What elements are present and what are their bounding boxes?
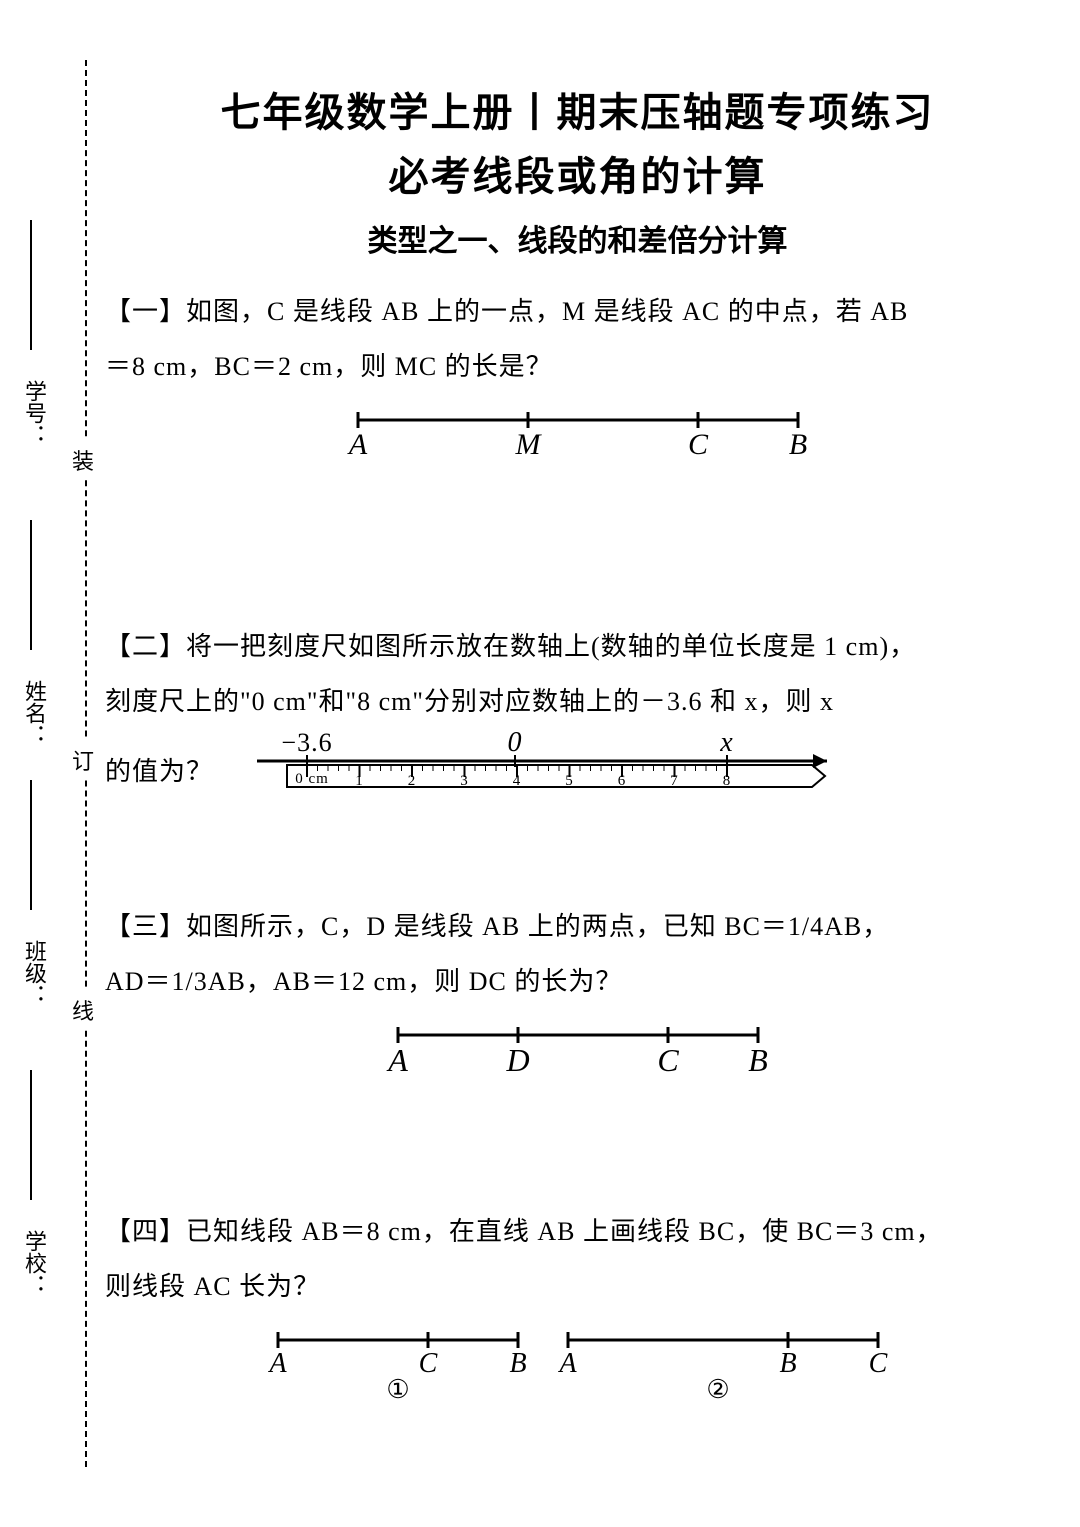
p1-label: 【一】 [105, 296, 186, 326]
title-sub: 必考线段或角的计算 [105, 144, 1050, 202]
figure-4: A C B ① A B C ② [105, 1324, 1050, 1409]
label-id: 学号： [18, 380, 50, 446]
title-main: 七年级数学上册丨期末压轴题专项练习 [105, 80, 1050, 138]
svg-text:x: x [719, 729, 733, 758]
p1-text2: ＝8 cm，BC＝2 cm，则 MC 的长是？ [105, 352, 553, 381]
underline-school [30, 1070, 32, 1200]
underline-class [30, 780, 32, 910]
p4-label: 【四】 [105, 1216, 186, 1246]
p2-text3: 的值为？ [105, 757, 213, 786]
label-name: 姓名： [18, 680, 50, 746]
binding-char-zhuang: 装 [72, 440, 94, 480]
problem-4: 【四】已知线段 AB＝8 cm，在直线 AB 上画线段 BC，使 BC＝3 cm… [105, 1204, 1050, 1314]
svg-text:8: 8 [722, 773, 731, 789]
svg-text:B: B [788, 428, 806, 461]
svg-text:B: B [779, 1348, 796, 1379]
svg-text:A: A [346, 428, 367, 461]
svg-text:M: M [514, 428, 542, 461]
p4-text2: 则线段 AC 长为？ [105, 1272, 320, 1301]
binding-char-xian: 线 [72, 990, 94, 1030]
p2-text1: 将一把刻度尺如图所示放在数轴上(数轴的单位长度是 1 cm)， [186, 632, 916, 661]
svg-text:−3.6: −3.6 [281, 729, 332, 757]
binding-margin: 学号： 姓名： 班级： 学校： 装 订 线 [10, 60, 105, 1467]
content-area: 七年级数学上册丨期末压轴题专项练习 必考线段或角的计算 类型之一、线段的和差倍分… [105, 80, 1050, 1409]
svg-text:6: 6 [617, 773, 626, 789]
figure-1: A M C B [105, 404, 1050, 469]
svg-text:0 cm: 0 cm [295, 771, 329, 787]
svg-text:7: 7 [670, 773, 679, 789]
underline-id [30, 220, 32, 350]
figure-3: A D C B [105, 1019, 1050, 1084]
problem-1: 【一】如图，C 是线段 AB 上的一点，M 是线段 AC 的中点，若 AB ＝8… [105, 284, 1050, 394]
p2-text2: 刻度尺上的"0 cm"和"8 cm"分别对应数轴上的－3.6 和 x，则 x [105, 687, 834, 716]
section-title: 类型之一、线段的和差倍分计算 [105, 216, 1050, 260]
svg-text:1: 1 [355, 773, 364, 789]
p4-text1: 已知线段 AB＝8 cm，在直线 AB 上画线段 BC，使 BC＝3 cm， [186, 1217, 943, 1246]
svg-text:A: A [267, 1348, 287, 1379]
underline-name [30, 520, 32, 650]
svg-text:C: C [657, 1042, 679, 1078]
label-class: 班级： [18, 940, 50, 1006]
svg-text:C: C [418, 1348, 437, 1379]
svg-text:A: A [386, 1042, 408, 1078]
svg-text:2: 2 [407, 773, 416, 789]
label-school: 学校： [18, 1230, 50, 1296]
svg-text:A: A [557, 1348, 577, 1379]
figure-2: −3.6 0 x 1 2 3 4 5 6 7 8 0 cm [237, 729, 857, 799]
p3-text1: 如图所示，C，D 是线段 AB 上的两点，已知 BC＝1/4AB， [186, 912, 889, 941]
svg-text:3: 3 [460, 773, 469, 789]
svg-text:4: 4 [512, 773, 521, 789]
svg-text:D: D [505, 1042, 529, 1078]
svg-text:B: B [509, 1348, 526, 1379]
svg-text:C: C [868, 1348, 887, 1379]
p1-text1: 如图，C 是线段 AB 上的一点，M 是线段 AC 的中点，若 AB [186, 297, 908, 326]
svg-text:5: 5 [565, 773, 574, 789]
binding-char-ding: 订 [72, 740, 94, 780]
svg-text:0: 0 [507, 729, 522, 758]
p2-label: 【二】 [105, 631, 186, 661]
svg-text:②: ② [706, 1375, 729, 1404]
svg-text:C: C [687, 428, 708, 461]
problem-2: 【二】将一把刻度尺如图所示放在数轴上(数轴的单位长度是 1 cm)， 刻度尺上的… [105, 619, 1050, 819]
svg-text:B: B [748, 1042, 768, 1078]
p3-label: 【三】 [105, 911, 186, 941]
svg-text:①: ① [386, 1375, 409, 1404]
p3-text2: AD＝1/3AB，AB＝12 cm，则 DC 的长为？ [105, 967, 622, 996]
problem-3: 【三】如图所示，C，D 是线段 AB 上的两点，已知 BC＝1/4AB， AD＝… [105, 899, 1050, 1009]
